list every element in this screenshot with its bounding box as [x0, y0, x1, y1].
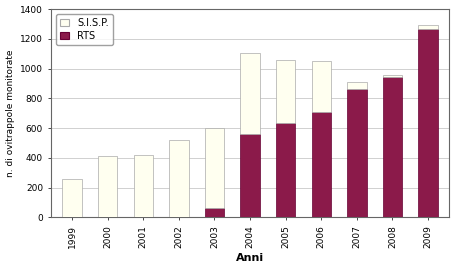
Bar	[383, 75, 402, 77]
Bar	[383, 77, 402, 217]
Legend: S.I.S.P., RTS: S.I.S.P., RTS	[56, 14, 112, 45]
Bar	[240, 134, 260, 217]
Y-axis label: n. di ovitrappole monitorate: n. di ovitrappole monitorate	[5, 49, 15, 177]
Bar	[205, 128, 224, 208]
Bar	[98, 156, 117, 217]
Bar	[205, 208, 224, 217]
Bar	[418, 25, 438, 29]
Bar	[347, 82, 367, 89]
Bar	[276, 123, 295, 217]
Bar	[169, 140, 189, 217]
Bar	[312, 61, 331, 112]
Bar	[276, 60, 295, 123]
Bar	[62, 179, 82, 217]
Bar	[312, 112, 331, 217]
X-axis label: Anni: Anni	[236, 253, 264, 263]
Bar	[133, 155, 153, 217]
Bar	[418, 29, 438, 217]
Bar	[51, 217, 450, 223]
Bar	[240, 53, 260, 134]
Bar	[347, 89, 367, 217]
